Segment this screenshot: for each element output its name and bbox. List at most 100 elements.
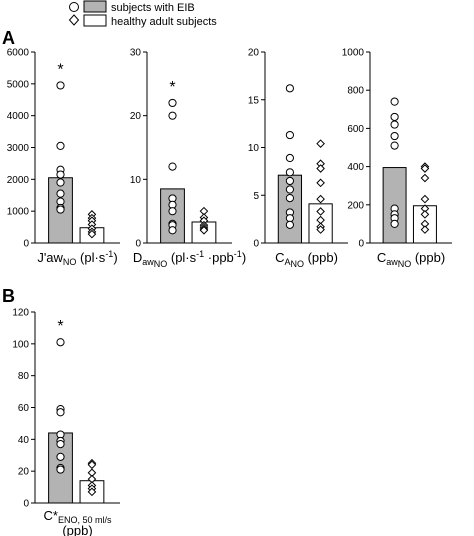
point-healthy (316, 194, 325, 204)
point-healthy (420, 225, 430, 234)
point-healthy (316, 207, 325, 216)
x-label-unit: ) (242, 250, 246, 265)
y-tick-label: 60 (18, 403, 30, 414)
x-label-subscript: aw (386, 257, 398, 267)
y-tick-label: 10 (130, 175, 142, 186)
x-label-unit: (ppb) (411, 250, 445, 265)
y-tick-label: 0 (23, 499, 29, 510)
y-tick-label: 400 (347, 162, 364, 173)
x-label-unit: (ppb) (304, 250, 338, 265)
y-tick-label: 4000 (7, 111, 30, 122)
x-axis-label: CawNO (ppb) (377, 250, 445, 269)
x-axis-label: C*ENO, 50 ml/s (44, 508, 112, 525)
x-label-superscript: -1 (105, 249, 113, 259)
y-tick-label: 1000 (7, 207, 30, 218)
y-tick-label: 3000 (7, 143, 30, 154)
point-eib (56, 465, 65, 474)
y-tick-label: 800 (347, 86, 364, 97)
y-tick-label: 40 (18, 435, 30, 446)
point-eib (390, 120, 399, 129)
y-tick-label: 0 (358, 239, 364, 250)
significance-star: * (57, 61, 63, 78)
point-eib (390, 97, 399, 106)
point-eib (56, 440, 65, 449)
point-healthy (199, 225, 209, 235)
point-eib (168, 162, 177, 171)
point-eib (168, 207, 177, 216)
point-eib (56, 338, 65, 347)
chart-4: 0 200 400 600 800 1000 CawNO (ppb) (342, 48, 452, 269)
y-tick-label: 0 (23, 239, 29, 250)
y-tick-label: 6000 (7, 48, 30, 59)
y-tick-label: 120 (12, 308, 29, 319)
point-eib (285, 220, 294, 229)
point-eib (285, 185, 294, 194)
y-tick-label: 15 (248, 95, 260, 106)
y-tick-label: 2000 (7, 175, 30, 186)
legend: subjects with EIB healthy adult subjects (68, 0, 217, 28)
x-label-subscript: NO (398, 259, 412, 269)
x-label-subscript: NO (154, 259, 168, 269)
point-eib (285, 168, 294, 177)
point-eib (56, 81, 65, 90)
x-axis-label-line2: (ppb) (62, 523, 92, 536)
y-tick-label: 1000 (342, 48, 365, 59)
point-healthy (316, 164, 325, 173)
y-tick-label: 20 (248, 48, 260, 59)
x-axis-label: DawNO (pl·s-1 ·ppb-1) (133, 249, 246, 269)
point-healthy (420, 173, 430, 183)
point-healthy (87, 487, 97, 497)
x-label-subscript: ENO, 50 ml/s (58, 515, 112, 525)
point-eib (285, 153, 294, 163)
significance-star: * (169, 79, 175, 96)
point-eib (390, 219, 399, 228)
x-axis-label: J'awNO (pl·s-1) (37, 249, 117, 267)
legend-circle-marker (69, 2, 79, 12)
y-tick-label: 0 (253, 239, 259, 250)
point-eib (56, 189, 65, 198)
point-healthy (420, 164, 430, 173)
x-label-subscript: NO (290, 259, 304, 269)
point-eib (390, 141, 399, 150)
y-tick-label: 5000 (7, 79, 30, 90)
chart-3: 0 5 10 15 20 CANO (ppb) (248, 48, 348, 269)
point-eib (56, 205, 65, 214)
point-eib (285, 130, 294, 140)
x-label-superscript: -1 (196, 249, 204, 259)
x-label-subscript: A (284, 257, 290, 267)
point-healthy (316, 178, 325, 188)
point-eib (56, 170, 65, 179)
y-tick-label: 10 (248, 143, 260, 154)
x-label-unit: (pl·s (76, 250, 105, 265)
x-label-superscript: -1 (234, 249, 242, 259)
point-eib (56, 178, 65, 187)
chart-1: 0 1000 2000 3000 4000 5000 6000 * J'awNO (pl·s-1… (7, 48, 120, 267)
point-healthy (420, 194, 430, 204)
x-label-main: C (275, 250, 284, 265)
x-label-main: D (133, 250, 142, 265)
point-healthy (316, 139, 325, 148)
x-label-unit: ) (113, 250, 117, 265)
x-label-main: J'aw (37, 250, 63, 265)
panel-letter-a: A (2, 28, 15, 48)
x-label-main: C (377, 250, 386, 265)
panel-letter-b: B (2, 286, 15, 306)
chart-5: 0 20 40 60 80 100 120 * C*ENO, 50 ml/s(ppb) (12, 308, 120, 536)
x-label-subscript: aw (142, 257, 154, 267)
y-tick-label: 600 (347, 124, 364, 135)
point-healthy (87, 229, 97, 239)
point-healthy (420, 210, 430, 219)
y-tick-label: 5 (253, 191, 259, 202)
point-eib (285, 214, 294, 223)
point-eib (56, 408, 65, 417)
point-eib (390, 131, 399, 141)
point-eib (56, 141, 65, 151)
x-label-subscript: NO (63, 257, 77, 267)
bar-eib (160, 188, 185, 244)
point-eib (56, 452, 65, 461)
legend-healthy-swatch (83, 14, 107, 27)
point-eib (168, 111, 177, 120)
